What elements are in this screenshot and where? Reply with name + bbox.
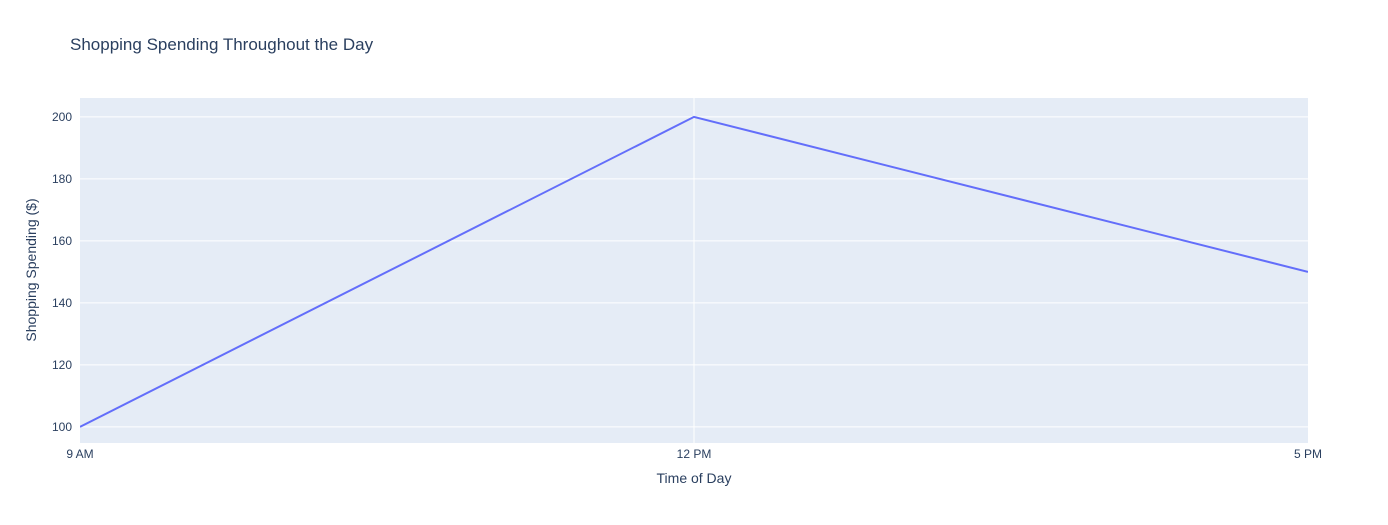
x-axis-title: Time of Day [656, 470, 732, 486]
y-tick-label: 120 [51, 357, 72, 372]
x-tick-label: 12 PM [676, 447, 712, 461]
x-tick-label: 5 PM [1293, 447, 1322, 461]
y-tick-label: 180 [51, 171, 72, 186]
plot-area[interactable] [80, 98, 1308, 443]
chart-title: Shopping Spending Throughout the Day [70, 35, 374, 54]
spending-trace-line[interactable] [80, 115, 1308, 428]
y-tick-label: 160 [51, 233, 72, 248]
y-tick-label: 140 [51, 295, 72, 310]
y-axis-title: Shopping Spending ($) [23, 198, 39, 342]
x-tick-label: 9 AM [66, 447, 94, 461]
y-tick-label: 100 [51, 419, 72, 434]
y-tick-label: 200 [51, 109, 72, 124]
